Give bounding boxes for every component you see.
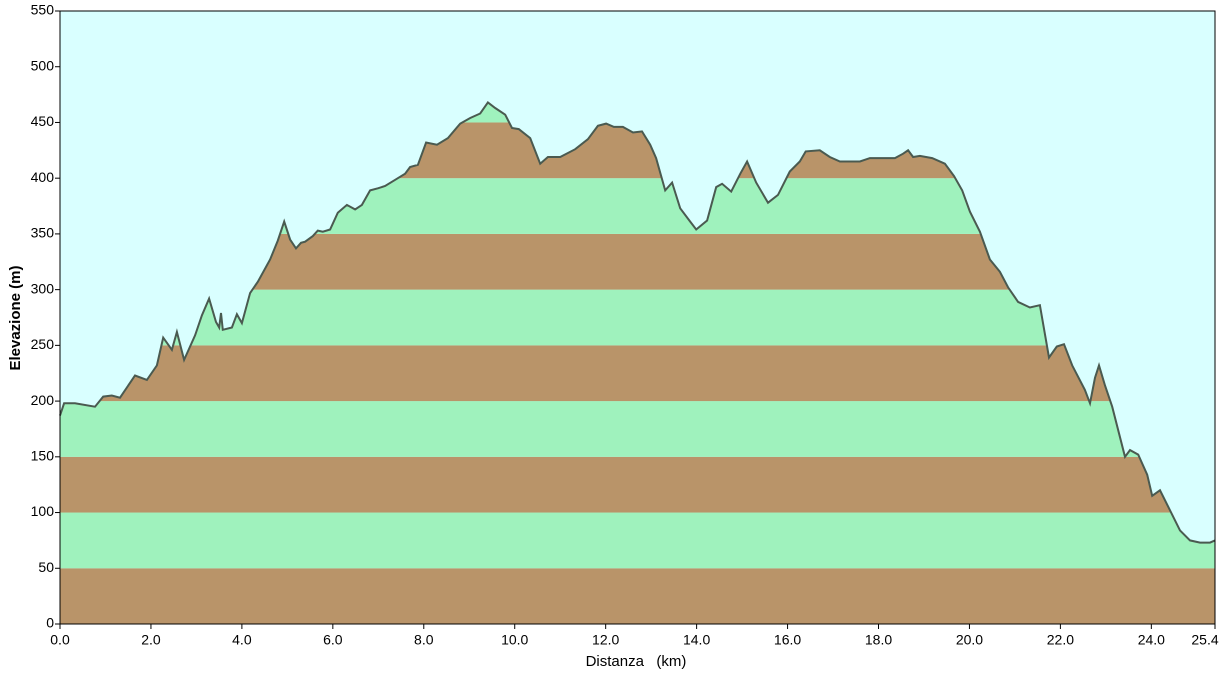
x-tick-label: 0.0 <box>50 632 70 648</box>
elevation-band <box>60 345 1215 402</box>
y-tick-label: 50 <box>38 559 54 575</box>
y-axis-title: Elevazione (m) <box>7 265 24 370</box>
elevation-band <box>60 512 1215 569</box>
x-tick-label: 16.0 <box>774 632 801 648</box>
y-tick-label: 300 <box>31 280 55 296</box>
y-tick-label: 450 <box>31 113 55 129</box>
y-tick-label: 350 <box>31 225 55 241</box>
plot-frame <box>59 10 1216 625</box>
elevation-line <box>59 100 1216 544</box>
x-tick-label: 10.0 <box>501 632 528 648</box>
x-tick-label: 20.0 <box>956 632 983 648</box>
y-tick-label: 0 <box>46 615 54 631</box>
elevation-band <box>60 568 1215 624</box>
x-tick-label: 6.0 <box>323 632 343 648</box>
y-tick-label: 500 <box>31 57 55 73</box>
y-tick-label: 400 <box>31 169 55 185</box>
y-tick-label: 550 <box>31 2 55 18</box>
elevation-band <box>60 401 1215 457</box>
x-tick-label: 12.0 <box>592 632 619 648</box>
y-tick-label: 250 <box>31 336 55 352</box>
x-tick-label: 2.0 <box>141 632 161 648</box>
elevation-band <box>60 456 1215 513</box>
x-tick-label: 8.0 <box>414 632 434 648</box>
y-tick-label: 100 <box>31 503 55 519</box>
x-tick-label: 22.0 <box>1047 632 1074 648</box>
x-tick-label: 25.4 <box>1191 632 1218 648</box>
y-tick-label: 150 <box>31 448 55 464</box>
x-axis-title: Distanza (km) <box>586 653 687 670</box>
y-tick-label: 200 <box>31 392 55 408</box>
x-tick-label: 4.0 <box>232 632 252 648</box>
x-tick-label: 14.0 <box>683 632 710 648</box>
x-tick-label: 18.0 <box>865 632 892 648</box>
x-tick-label: 24.0 <box>1138 632 1165 648</box>
